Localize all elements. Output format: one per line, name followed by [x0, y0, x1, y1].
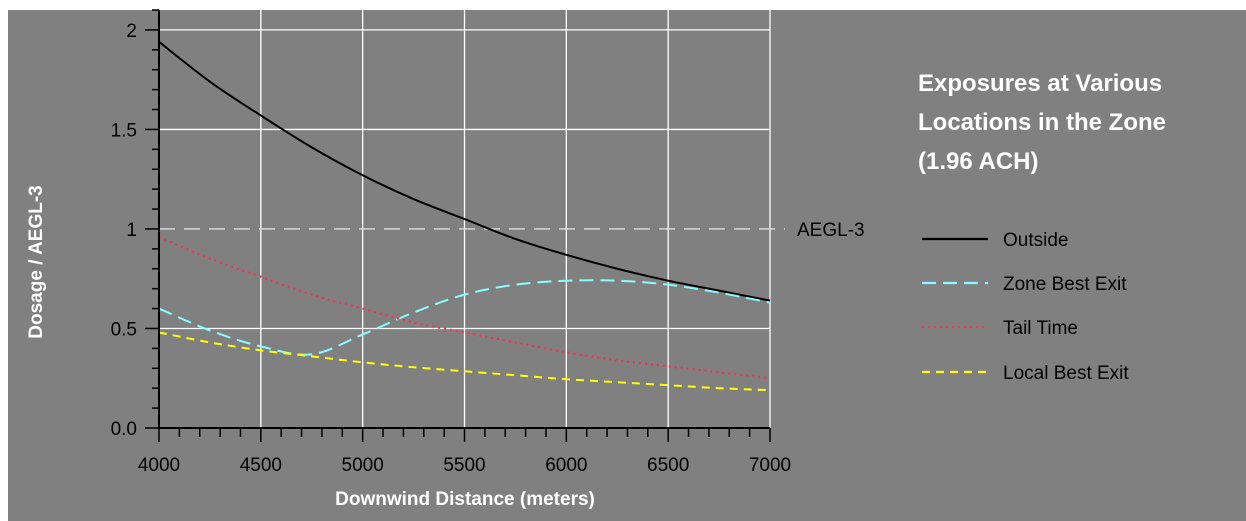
chart-title: Exposures at Various Locations in the Zo… — [918, 70, 1166, 175]
y-tick-label: 1.5 — [111, 120, 137, 141]
legend-label-tail-time: Tail Time — [1003, 318, 1078, 339]
x-tick-label: 5500 — [443, 455, 485, 476]
y-tick-label: 0.0 — [111, 419, 137, 440]
series-line-tail-time — [158, 235, 771, 380]
x-tick-label: 7000 — [749, 455, 791, 476]
reference-line: AEGL-3 — [159, 220, 865, 241]
x-tick-label: 5000 — [342, 455, 384, 476]
x-tick-label: 4500 — [240, 455, 282, 476]
x-tick-label: 4000 — [138, 455, 180, 476]
chart-title-line-1: Exposures at Various — [918, 70, 1162, 97]
series-line-outside — [158, 41, 771, 302]
tick-labels: 0.0 0.5 1 1.5 2 4000 4500 5000 5500 6000 6500 7000 — [111, 21, 792, 476]
legend-label-zone-best-exit: Zone Best Exit — [1003, 274, 1127, 295]
x-tick-label: 6500 — [647, 455, 689, 476]
y-axis-label: Dosage / AEGL-3 — [26, 185, 47, 338]
series-line-local-best-exit — [158, 331, 771, 392]
y-tick-label: 2 — [126, 21, 137, 42]
y-tick-label: 1 — [126, 220, 137, 241]
legend: Outside Zone Best Exit Tail Time Local Best… — [922, 230, 1129, 384]
legend-label-outside: Outside — [1003, 230, 1068, 251]
chart-title-line-2: Locations in the Zone — [918, 109, 1166, 136]
axes — [145, 9, 771, 442]
chart-title-line-3: (1.96 ACH) — [918, 148, 1038, 175]
series-lines — [158, 41, 771, 392]
legend-label-local-best-exit: Local Best Exit — [1003, 363, 1129, 384]
x-tick-label: 6000 — [545, 455, 587, 476]
x-axis-label: Downwind Distance (meters) — [335, 489, 595, 510]
y-tick-label: 0.5 — [111, 319, 137, 340]
series-line-zone-best-exit — [158, 279, 771, 356]
reference-line-label: AEGL-3 — [797, 220, 865, 241]
